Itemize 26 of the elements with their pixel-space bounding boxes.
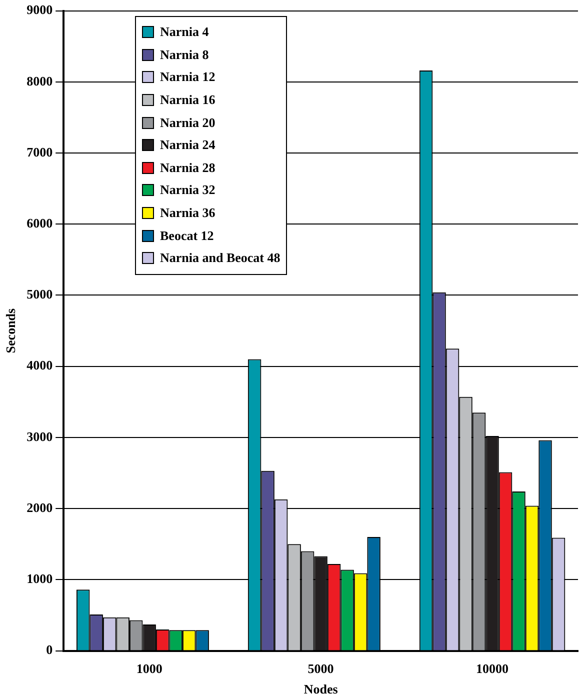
x-axis-title: Nodes	[304, 682, 338, 697]
y-tick-label: 5000	[26, 286, 53, 302]
legend-label: Narnia 32	[160, 182, 216, 198]
y-tick-label: 4000	[26, 358, 53, 373]
y-axis-title: Seconds	[3, 308, 18, 354]
legend-label: Narnia 20	[160, 114, 216, 131]
x-tick-label: 5000	[308, 660, 334, 676]
y-tick-label: 1000	[26, 571, 53, 586]
y-tick-label: 8000	[26, 73, 53, 88]
legend-label: Narnia 36	[160, 205, 216, 222]
y-tick-label: 2000	[26, 500, 53, 515]
y-tick-label: 6000	[26, 215, 53, 230]
x-tick-label: 1000	[136, 660, 162, 676]
legend-label: Narnia 28	[160, 160, 216, 176]
y-tick-label: 9000	[26, 2, 53, 18]
legend-label: Narnia 24	[160, 137, 216, 154]
legend-label: Narnia and Beocat 48	[160, 250, 280, 266]
legend-label: Beocat 12	[160, 228, 214, 244]
y-tick-label: 3000	[26, 428, 53, 444]
legend-label: Narnia 12	[160, 69, 216, 86]
legend-label: Narnia 4	[160, 24, 209, 40]
y-tick-label: 7000	[26, 144, 53, 160]
y-tick-label: 0	[46, 642, 53, 658]
legend-label: Narnia 16	[160, 92, 216, 108]
legend-label: Narnia 8	[160, 46, 209, 63]
x-tick-label: 10000	[476, 660, 509, 676]
